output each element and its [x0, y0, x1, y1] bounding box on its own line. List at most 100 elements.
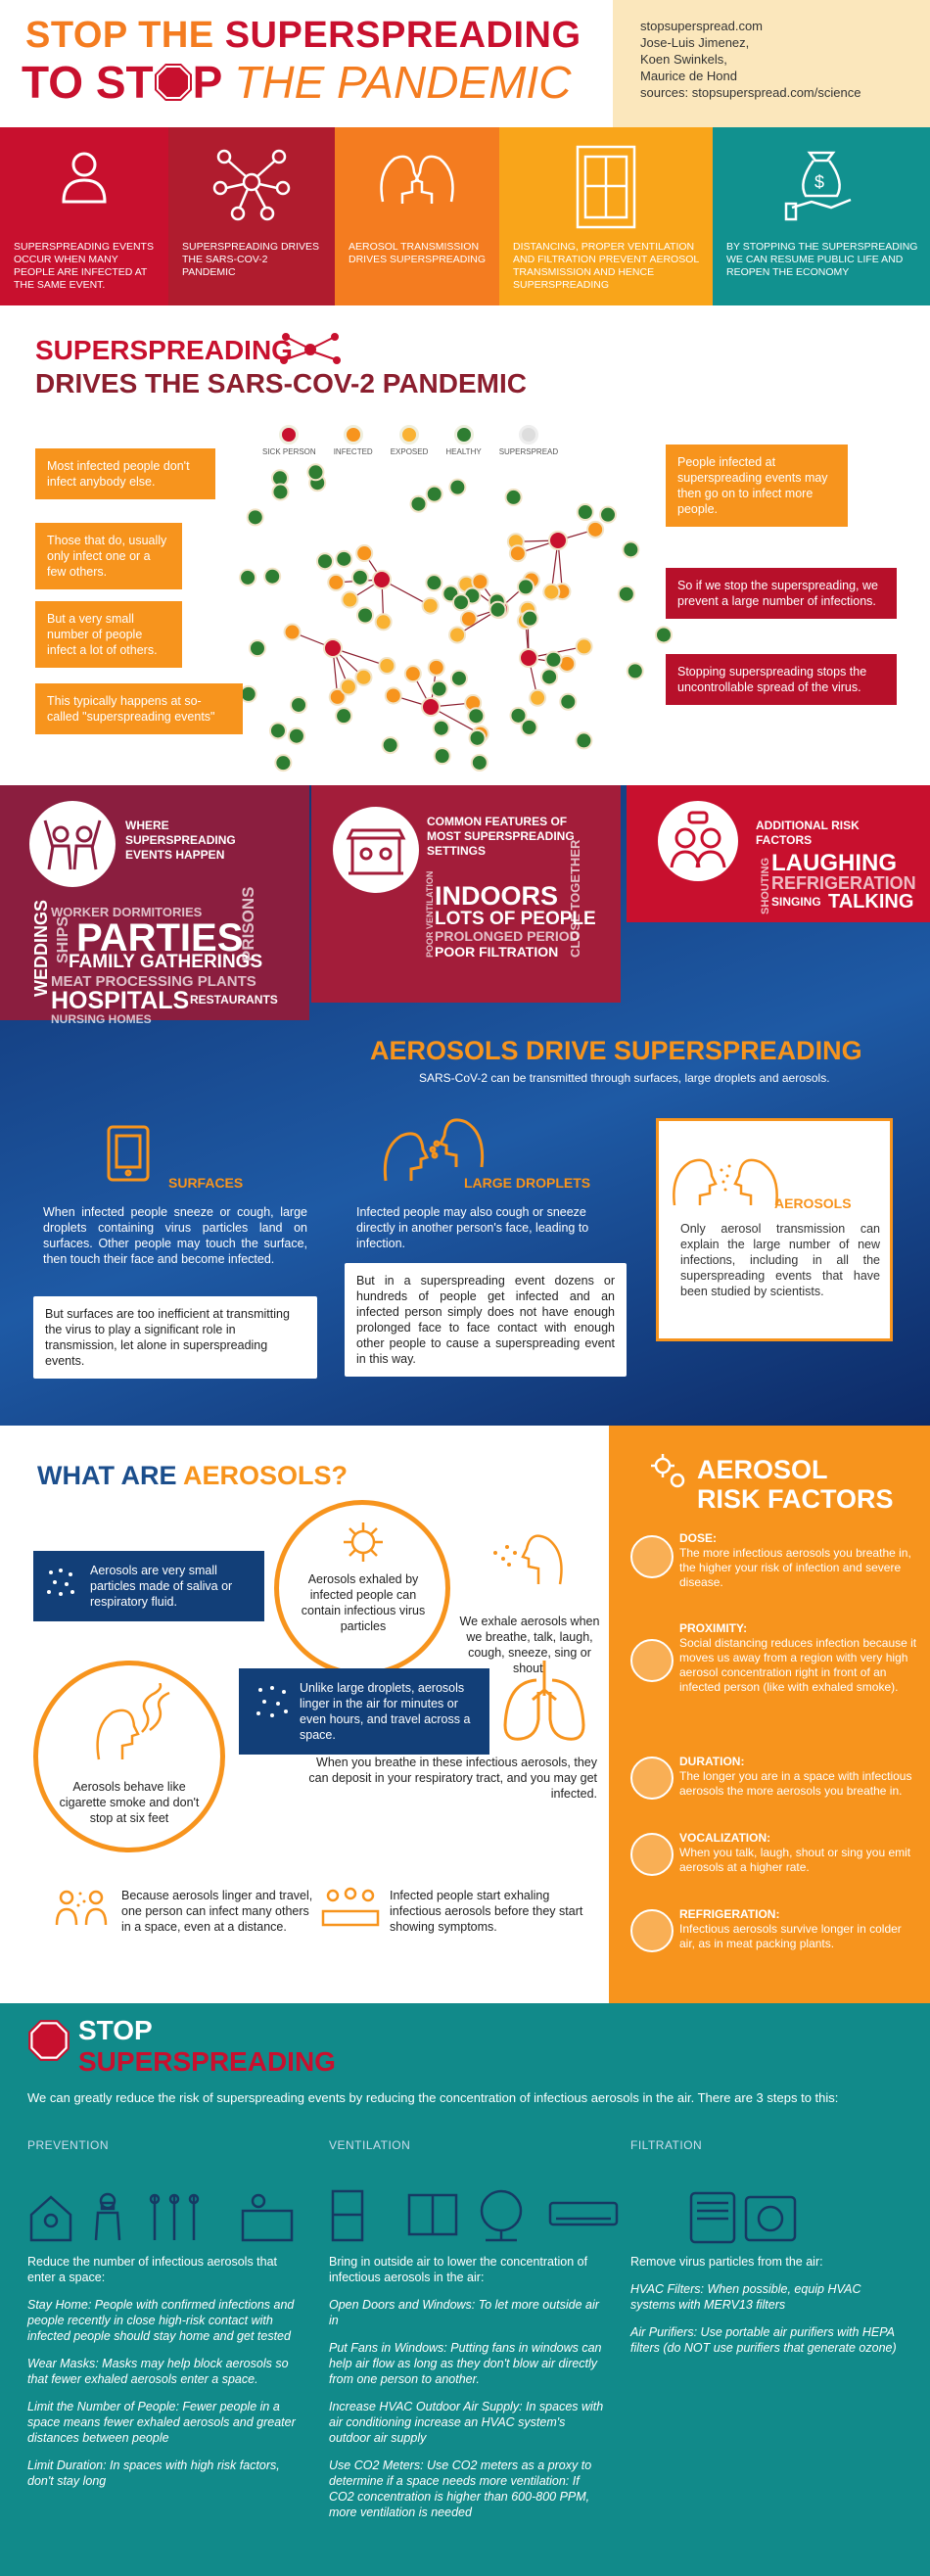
word-prisons: PRISONS — [239, 886, 257, 961]
virus-network-icon — [280, 333, 341, 364]
network-healthy-node — [425, 485, 443, 503]
header: STOP THE SUPERSPREADING TO ST P THE PANDE… — [0, 0, 930, 127]
network-hub — [519, 648, 538, 668]
network-node — [327, 573, 346, 591]
network-healthy-node — [239, 568, 257, 586]
circle-exhaled: Aerosols exhaled by infected people can … — [274, 1500, 450, 1676]
word-close-together: CLOSE TOGETHER — [568, 839, 582, 958]
network-node — [508, 544, 527, 563]
network-node — [471, 573, 489, 591]
network-healthy-node — [381, 736, 399, 755]
network-healthy-node — [617, 585, 635, 603]
network-healthy-node — [263, 567, 282, 585]
legend-sick: SICK PERSON — [262, 425, 316, 456]
network-healthy-node — [274, 754, 293, 773]
credit-sources[interactable]: sources: stopsuperspread.com/science — [640, 85, 861, 100]
network-healthy-node — [468, 728, 487, 747]
network-healthy-node — [239, 684, 257, 703]
word-talking: TALKING — [828, 891, 914, 913]
thermometer-icon — [630, 1909, 674, 1952]
network-healthy-node — [521, 609, 539, 628]
callout-prevent-infections: So if we stop the superspreading, we pre… — [666, 568, 897, 619]
word-shouting: SHOUTING — [760, 857, 771, 914]
network-node — [575, 637, 593, 656]
network-healthy-node — [449, 669, 468, 687]
person-icon — [62, 152, 107, 204]
risk-proximity: PROXIMITY: Social distancing reduces infe… — [679, 1621, 917, 1694]
gears-icon — [651, 1454, 685, 1488]
word-laughing: LAUGHING — [771, 850, 897, 876]
word-poor-filtration: POOR FILTRATION — [435, 944, 559, 960]
network-node — [378, 656, 396, 675]
word-refrigeration: REFRIGERATION — [771, 873, 916, 893]
network-healthy-node — [335, 549, 353, 568]
legend-exposed: EXPOSED — [391, 425, 428, 456]
word-weddings: WEDDINGS — [31, 900, 51, 997]
linger-text: Because aerosols linger and travel, one … — [121, 1889, 313, 1934]
network-healthy-node — [335, 707, 353, 726]
droplets-title: LARGE DROPLETS — [464, 1175, 591, 1191]
prevention-text: Reduce the number of infectious aerosols… — [27, 2255, 296, 2488]
summary-strip: SUPERSPREADING EVENTS OCCUR WHEN MANY PE… — [0, 127, 930, 305]
s2-title-1: SUPERSPREADING — [35, 335, 293, 365]
prevention-icons — [29, 2192, 294, 2242]
stop-superspreading-section: STOP SUPERSPREADING We can greatly reduc… — [0, 2003, 930, 2576]
aerosols-box: AEROSOLS Only aerosol transmission can e… — [656, 1118, 893, 1341]
restaurant-icon — [333, 807, 419, 893]
network-healthy-node — [622, 540, 640, 559]
surfaces-box: But surfaces are too inefficient at tran… — [33, 1296, 317, 1379]
banner-linger-text: Unlike large droplets, aerosols linger i… — [300, 1681, 471, 1742]
credit-author-3: Maurice de Hond — [640, 69, 737, 83]
strip-col-4: DISTANCING, PROPER VENTILATION AND FILTR… — [499, 127, 713, 305]
word-family-gatherings: FAMILY GATHERINGS — [69, 952, 263, 972]
network-healthy-node — [576, 502, 594, 521]
risk-refrigeration: REFRIGERATION: Infectious aerosols surviv… — [679, 1907, 902, 1950]
network-healthy-node — [655, 626, 674, 644]
droplets-heads-icon — [383, 1118, 485, 1182]
what-are-aerosols-title: WHAT ARE AEROSOLS? — [37, 1461, 348, 1490]
stop-intro: We can greatly reduce the risk of supers… — [27, 2090, 839, 2105]
network-diagram — [239, 463, 674, 773]
banner-small-particles: Aerosols are very small particles made o… — [33, 1551, 264, 1621]
stop-title-2: SUPERSPREADING — [78, 2046, 336, 2077]
droplets-text: Infected people may also cough or sneeze… — [356, 1205, 589, 1250]
aerosols-drive-section: WHERE SUPERSPREADING EVENTS HAPPEN WORKE… — [0, 785, 930, 1426]
callout-go-on-infect: People infected at superspreading events… — [666, 445, 848, 527]
credit-author-1: Jose-Luis Jimenez, — [640, 35, 750, 50]
word-indoors: INDOORS — [435, 881, 559, 911]
proximity-icon — [630, 1639, 674, 1682]
word-nursing-homes: NURSING HOMES — [51, 1012, 152, 1026]
where-box: WHERE SUPERSPREADING EVENTS HAPPEN WORKE… — [0, 785, 309, 1026]
network-healthy-node — [599, 505, 618, 524]
credit-site[interactable]: stopsuperspread.com — [640, 19, 764, 33]
smoker-icon — [96, 1683, 170, 1760]
risk-title: AEROSOL RISK FACTORS — [697, 1455, 894, 1514]
phone-surface-icon — [107, 1125, 150, 1182]
strip-text-5: BY STOPPING THE SUPERSPREADING WE CAN RE… — [726, 241, 918, 278]
svg-text:$: $ — [814, 172, 824, 192]
network-healthy-node — [425, 574, 443, 592]
cough-head-icon — [493, 1534, 563, 1585]
common-box: COMMON FEATURES OF MOST SUPERSPREADING S… — [311, 785, 621, 1003]
surfaces-text: When infected people sneeze or cough, la… — [43, 1205, 307, 1266]
strip-col-1: SUPERSPREADING EVENTS OCCUR WHEN MANY PE… — [0, 127, 168, 305]
party-people-icon — [29, 801, 116, 887]
word-singing: SINGING — [771, 895, 821, 909]
legend-healthy: HEALTHY — [445, 425, 482, 456]
vocal-icon — [630, 1833, 674, 1876]
legend-infected: INFECTED — [334, 425, 373, 456]
strip-col-5: $ BY STOPPING THE SUPERSPREADING WE CAN … — [713, 127, 930, 305]
strip-text-4: DISTANCING, PROPER VENTILATION AND FILTR… — [513, 241, 699, 291]
network-node — [283, 623, 302, 641]
network-node — [328, 687, 347, 706]
strip-col-2: SUPERSPREADING DRIVES THE SARS-COV-2 PAN… — [168, 127, 335, 305]
s2-title-2: DRIVES THE SARS-COV-2 PANDEMIC — [35, 368, 527, 398]
network-healthy-node — [575, 731, 593, 750]
common-title: COMMON FEATURES OF MOST SUPERSPREADING S… — [427, 815, 575, 858]
legend: SICK PERSON INFECTED EXPOSED HEALTHY SUP… — [262, 425, 558, 456]
network-healthy-node — [488, 600, 507, 619]
filtration-head: FILTRATION — [630, 2138, 703, 2152]
additional-box: ADDITIONAL RISK FACTORS SHOUTING LAUGHIN… — [627, 785, 930, 922]
network-healthy-node — [350, 568, 369, 586]
credit-author-2: Koen Swinkels, — [640, 52, 727, 67]
